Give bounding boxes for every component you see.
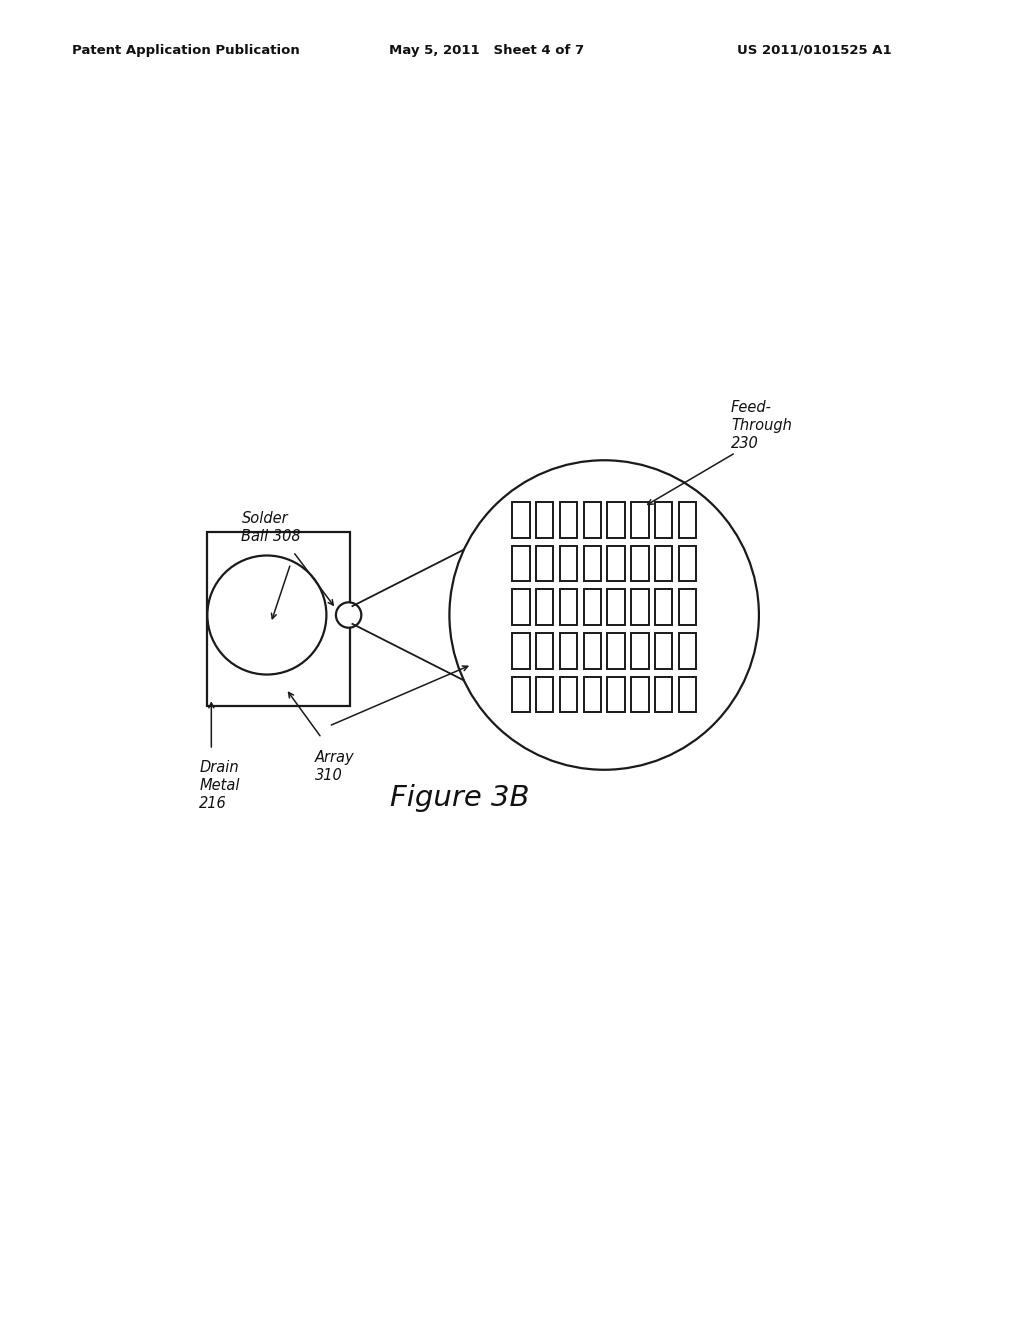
Bar xyxy=(560,589,578,624)
Bar xyxy=(631,632,648,669)
Bar xyxy=(655,632,673,669)
Bar xyxy=(560,677,578,713)
Bar xyxy=(584,632,601,669)
Bar xyxy=(207,532,350,706)
Text: May 5, 2011   Sheet 4 of 7: May 5, 2011 Sheet 4 of 7 xyxy=(389,44,585,57)
Bar xyxy=(607,502,625,537)
Bar xyxy=(560,502,578,537)
Bar xyxy=(679,632,696,669)
Bar xyxy=(536,545,553,581)
Text: US 2011/0101525 A1: US 2011/0101525 A1 xyxy=(737,44,892,57)
Circle shape xyxy=(450,461,759,770)
Bar xyxy=(607,632,625,669)
Bar xyxy=(560,545,578,581)
Circle shape xyxy=(336,602,361,628)
Text: Array
310: Array 310 xyxy=(314,750,354,783)
Bar xyxy=(512,632,529,669)
Bar xyxy=(536,502,553,537)
Text: Drain
Metal
216: Drain Metal 216 xyxy=(200,760,240,812)
Text: Patent Application Publication: Patent Application Publication xyxy=(72,44,299,57)
Text: Feed-
Through
230: Feed- Through 230 xyxy=(731,400,792,451)
Bar xyxy=(536,677,553,713)
Bar xyxy=(631,677,648,713)
Bar xyxy=(679,677,696,713)
Bar xyxy=(536,632,553,669)
Bar xyxy=(655,502,673,537)
Text: Figure 3B: Figure 3B xyxy=(390,784,529,812)
Bar xyxy=(584,589,601,624)
Bar xyxy=(631,502,648,537)
Bar xyxy=(560,632,578,669)
Bar xyxy=(512,589,529,624)
Bar xyxy=(584,677,601,713)
Circle shape xyxy=(207,556,327,675)
Text: Solder
Ball 308: Solder Ball 308 xyxy=(242,511,301,544)
Bar xyxy=(536,589,553,624)
Bar xyxy=(631,589,648,624)
Bar xyxy=(512,502,529,537)
Bar xyxy=(655,677,673,713)
Bar xyxy=(512,677,529,713)
Bar xyxy=(584,502,601,537)
Bar xyxy=(512,545,529,581)
Bar xyxy=(679,589,696,624)
Bar xyxy=(655,589,673,624)
Bar xyxy=(655,545,673,581)
Bar xyxy=(679,502,696,537)
Bar xyxy=(584,545,601,581)
Bar xyxy=(631,545,648,581)
Bar xyxy=(607,677,625,713)
Bar xyxy=(679,545,696,581)
Bar xyxy=(607,545,625,581)
Bar xyxy=(607,589,625,624)
